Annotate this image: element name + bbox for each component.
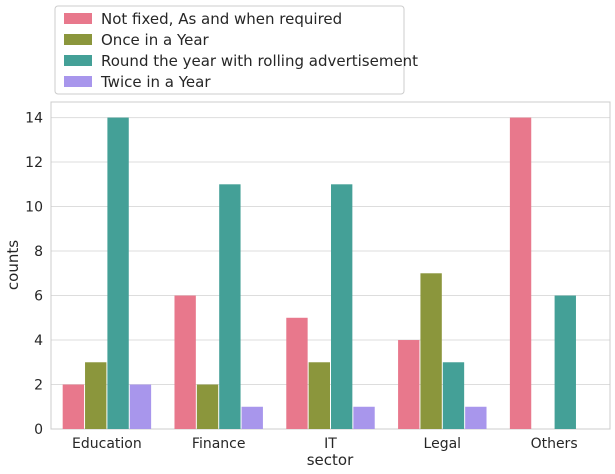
bar <box>465 406 487 429</box>
x-axis-title: sector <box>307 451 354 469</box>
y-axis-ticks: 0 2 4 6 8 10 12 14 <box>25 111 43 438</box>
y-tick-label: 8 <box>34 244 43 260</box>
legend-swatch <box>64 13 92 24</box>
y-tick-label: 12 <box>25 155 43 171</box>
legend-swatch <box>64 76 92 87</box>
bars <box>62 117 576 430</box>
bar <box>353 406 375 429</box>
legend: Not fixed, As and when required Once in a… <box>54 5 418 95</box>
bar <box>420 273 442 429</box>
bar <box>129 384 152 429</box>
legend-label: Not fixed, As and when required <box>101 10 342 28</box>
bar <box>554 295 576 429</box>
y-tick-label: 6 <box>34 289 43 305</box>
x-tick-label: Legal <box>424 436 462 452</box>
x-tick-label: Finance <box>192 436 246 452</box>
bar <box>174 295 196 429</box>
y-tick-label: 14 <box>25 111 43 127</box>
bar <box>62 384 85 429</box>
y-tick-label: 4 <box>34 333 43 349</box>
y-tick-label: 2 <box>34 378 43 394</box>
bar <box>442 362 465 429</box>
x-axis-ticks: Education Finance IT Legal Others <box>72 436 578 452</box>
y-axis-title: counts <box>4 240 22 290</box>
legend-frame <box>54 5 405 95</box>
legend-swatch <box>64 55 92 66</box>
bar <box>196 384 219 429</box>
legend-label: Round the year with rolling advertisemen… <box>101 52 418 70</box>
legend-swatch <box>64 34 92 45</box>
bar <box>398 340 420 429</box>
x-tick-label: Education <box>72 436 142 452</box>
bar <box>85 362 107 429</box>
x-tick-label: Others <box>531 436 578 452</box>
bar <box>509 117 532 430</box>
bar <box>308 362 330 429</box>
legend-label: Twice in a Year <box>100 73 211 91</box>
bar <box>286 317 308 429</box>
y-tick-label: 0 <box>34 422 43 438</box>
y-tick-label: 10 <box>25 200 43 216</box>
legend-label: Once in a Year <box>101 31 210 49</box>
bar <box>107 117 129 430</box>
bar <box>331 184 353 429</box>
bar <box>219 184 241 429</box>
bar <box>241 406 263 429</box>
x-tick-label: IT <box>324 436 337 452</box>
plot-area-frame <box>50 101 611 430</box>
